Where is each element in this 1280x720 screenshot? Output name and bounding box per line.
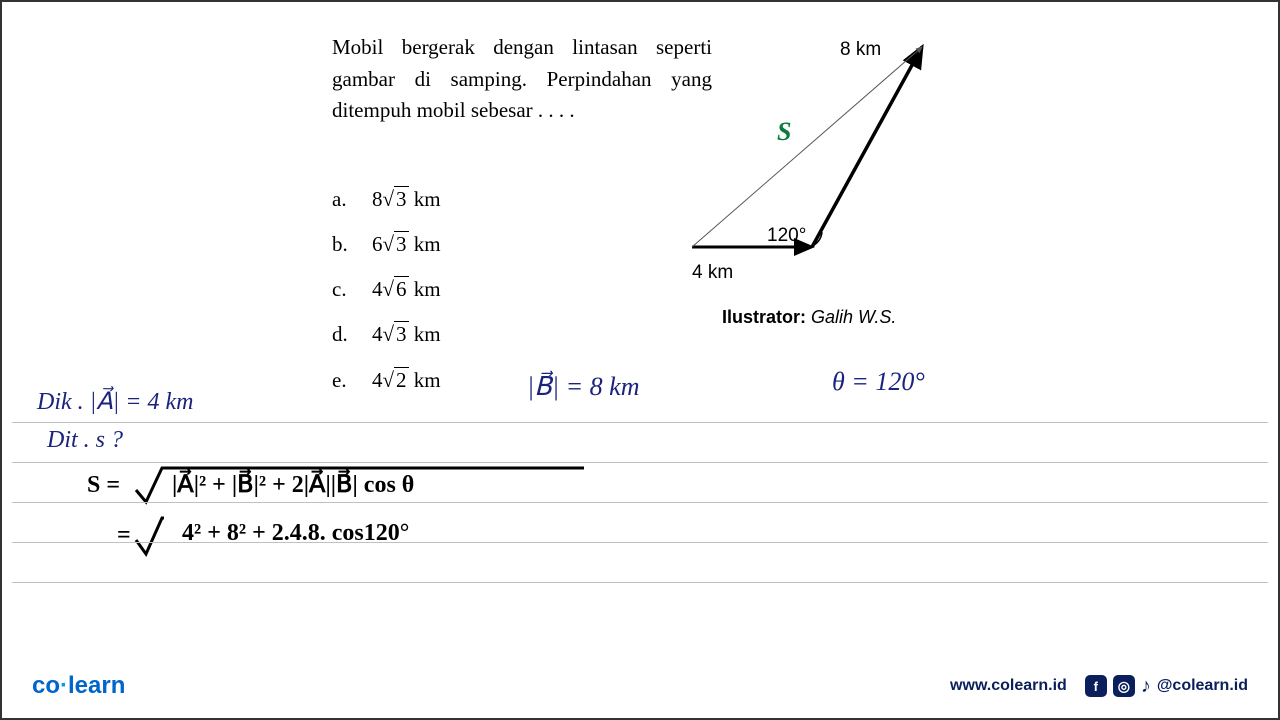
facebook-icon: f [1085,675,1107,697]
label-4km: 4 km [692,262,733,284]
option-a: a. 83 km [332,177,441,222]
hw-theta: θ = 120° [832,367,925,397]
label-8km: 8 km [840,39,881,61]
answer-options: a. 83 km b. 63 km c. 46 km d. 43 km e. 4… [332,177,441,403]
hw-dik: Dik . |A⃗| = 4 km [37,387,193,416]
tiktok-icon: ♪ [1141,675,1151,698]
vector-diagram: 8 km 4 km 120° S [682,27,1002,327]
option-c: c. 46 km [332,267,441,312]
s-label: S [777,117,791,147]
option-e: e. 42 km [332,358,441,403]
footer: co·learn www.colearn.id f ◎ ♪ @colearn.i… [32,672,1248,700]
social-icons: f ◎ ♪ @colearn.id [1085,675,1248,698]
colearn-logo: co·learn [32,672,125,700]
illustrator-credit: Ilustrator: Galih W.S. [722,307,896,328]
angle-label: 120° [767,225,806,247]
hw-b: |B⃗| = 8 km [527,372,640,402]
website-url: www.colearn.id [950,677,1067,695]
option-b: b. 63 km [332,222,441,267]
social-handle: @colearn.id [1157,677,1248,695]
option-d: d. 43 km [332,312,441,357]
question-text: Mobil bergerak dengan lintasan seperti g… [332,32,712,127]
instagram-icon: ◎ [1113,675,1135,697]
ruled-lines [12,422,1268,622]
